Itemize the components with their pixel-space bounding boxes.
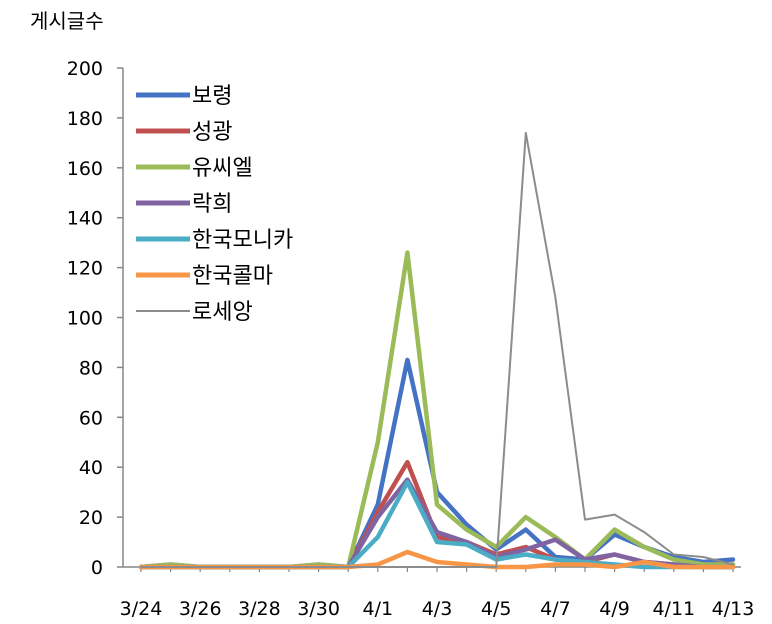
y-tick-label: 200 — [67, 58, 103, 80]
series-line-2 — [138, 459, 736, 570]
y-tick-label: 100 — [67, 308, 103, 330]
x-tick-label: 4/1 — [363, 598, 394, 620]
legend-label: 성광 — [192, 120, 232, 145]
x-tick-label: 3/28 — [238, 598, 281, 620]
x-tick-label: 4/9 — [599, 598, 630, 620]
y-tick-label: 140 — [67, 208, 103, 230]
y-tick-label: 180 — [67, 108, 103, 130]
x-tick-label: 4/7 — [540, 598, 571, 620]
x-tick-label: 4/5 — [481, 598, 512, 620]
legend-label: 로세앙 — [192, 300, 253, 325]
x-tick-label: 3/24 — [120, 598, 163, 620]
series-lines — [138, 131, 736, 570]
x-tick-label: 4/13 — [712, 598, 755, 620]
series-line-7 — [140, 131, 734, 568]
y-tick-label: 20 — [79, 507, 103, 529]
y-tick-label: 120 — [67, 258, 103, 280]
legend-label: 락희 — [192, 192, 232, 217]
legend-label: 보령 — [192, 84, 232, 109]
legend-label: 한국모니카 — [192, 228, 293, 253]
y-axis-title: 게시글수 — [30, 9, 104, 33]
y-tick-label: 160 — [67, 158, 103, 180]
x-tick-labels: 3/24 3/26 3/28 3/30 4/1 4/3 4/5 4/7 4/9 4/11 4/13 — [120, 567, 755, 620]
y-tick-label: 0 — [91, 557, 103, 579]
x-tick-label: 4/3 — [422, 598, 453, 620]
legend-label: 한국콜마 — [192, 264, 273, 289]
x-tick-label: 3/30 — [297, 598, 340, 620]
x-tick-label: 4/11 — [652, 598, 695, 620]
y-tick-label: 80 — [79, 357, 103, 379]
y-tick-labels: 0 20 40 60 80 100 120 140 160 180 200 — [67, 58, 123, 579]
legend-label: 유씨엘 — [192, 156, 253, 181]
y-tick-label: 60 — [79, 407, 103, 429]
y-tick-label: 40 — [79, 457, 103, 479]
x-tick-label: 3/26 — [179, 598, 222, 620]
